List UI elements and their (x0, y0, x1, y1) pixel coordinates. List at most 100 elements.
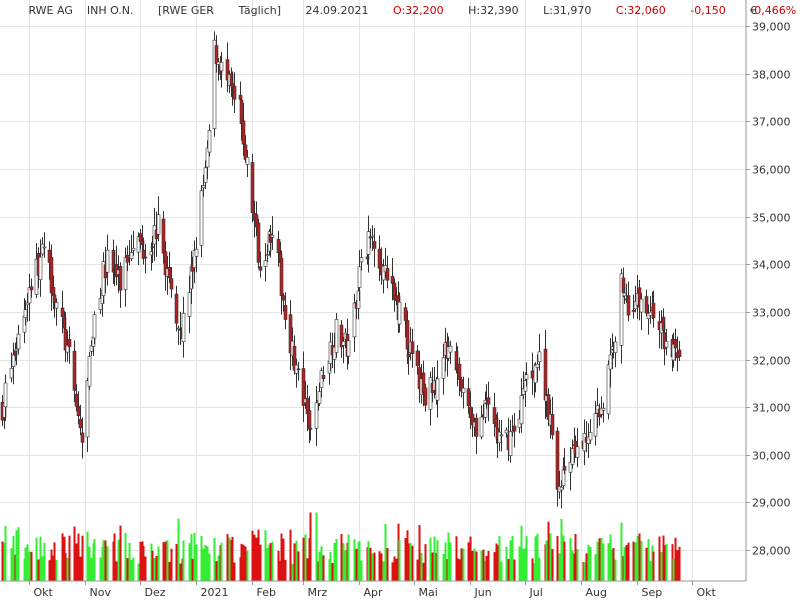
volume-bar (233, 562, 236, 581)
candle-body (644, 296, 649, 314)
candle-body (80, 432, 85, 443)
candle-body (512, 425, 517, 432)
volume-bar (480, 550, 483, 581)
volume-bar (391, 562, 394, 581)
volume-bar (297, 551, 300, 581)
volume-bar (43, 542, 46, 581)
candle-body (621, 277, 626, 293)
volume-bar (322, 555, 325, 581)
volume-bar (373, 552, 376, 581)
volume-bar (678, 546, 681, 581)
candle-body (421, 372, 426, 394)
candle-body (385, 268, 390, 281)
candle-body (341, 341, 346, 346)
candle-body (25, 302, 30, 306)
candle-body (406, 353, 411, 358)
candle-body (626, 295, 631, 316)
volume-bar (106, 546, 109, 581)
instrument-name: RWE AG INH O.N. (28, 4, 133, 17)
volume-bar (398, 540, 401, 581)
candle-body (622, 292, 627, 297)
volume-bar (638, 533, 641, 581)
volume-bar (598, 538, 601, 581)
volume-bar (485, 555, 488, 581)
y-tick-label: 38,000 (752, 69, 791, 82)
candle-body (150, 246, 155, 248)
volume-bar (128, 542, 131, 581)
quote-date: 24.09.2021 (306, 4, 369, 17)
volume-bar (179, 563, 182, 581)
volume-bar (335, 538, 338, 581)
candle-body (486, 397, 491, 405)
volume-bar (244, 546, 247, 581)
candle-body (308, 428, 313, 430)
volume-bar (73, 526, 76, 581)
y-tick-label: 37,000 (752, 116, 791, 129)
y-tick-label: 39,000 (752, 21, 791, 34)
volume-bar (607, 543, 610, 581)
volume-bar (594, 554, 597, 581)
volume-bar (647, 539, 650, 581)
volume-bar (596, 541, 599, 581)
candlestick-series (0, 31, 682, 509)
x-tick-label: Okt (34, 586, 54, 599)
candle-body (105, 249, 110, 273)
candle-body (370, 235, 375, 238)
candle-body (483, 399, 488, 418)
x-tick-label: Dez (145, 586, 166, 599)
volume-bar (612, 547, 615, 581)
x-tick-label: Nov (90, 586, 112, 599)
volume-bar (255, 537, 258, 581)
volume-bar (293, 543, 296, 581)
candle-body (167, 267, 172, 279)
volume-bar (482, 549, 485, 581)
volume-bar (304, 534, 307, 581)
candle-body (54, 302, 59, 309)
candle-body (435, 378, 440, 401)
candle-body (537, 351, 542, 363)
candle-body (608, 354, 613, 370)
volume-bar (498, 536, 501, 581)
y-tick-label: 30,000 (752, 450, 791, 463)
volume-bar (416, 559, 419, 581)
volume-bar (155, 555, 158, 581)
volume-bar (302, 537, 305, 581)
volume-bar (442, 554, 445, 581)
candle-body (76, 405, 81, 417)
volume-bar (520, 525, 523, 581)
volume-bar (609, 534, 612, 581)
volume-bar (658, 536, 661, 581)
candle-body (559, 486, 564, 491)
candle-body (42, 246, 47, 249)
volume-bar (86, 531, 89, 581)
volume-bar (340, 534, 343, 581)
volume-bar (384, 523, 387, 581)
candle-body (174, 293, 179, 324)
candle-body (339, 324, 344, 348)
volume-bar (253, 534, 256, 581)
volume-bar (424, 544, 427, 581)
volume-bar (347, 534, 350, 581)
volume-bar (213, 537, 216, 581)
volume-bar (139, 541, 142, 581)
volume-bar (456, 558, 459, 581)
volume-bar (620, 522, 623, 581)
candle-body (161, 218, 166, 254)
volume-bar (449, 542, 452, 581)
volume-bar (195, 544, 198, 581)
volume-bar (215, 561, 218, 581)
volume-bar (164, 541, 167, 581)
volume-bar (538, 557, 541, 581)
volume-bar (660, 552, 663, 581)
volume-bar (665, 543, 668, 581)
x-tick-label: Okt (697, 586, 717, 599)
volume-bar (66, 557, 69, 581)
candle-body (203, 167, 208, 183)
volume-bar (632, 541, 635, 581)
volume-bar (649, 561, 652, 581)
volume-bar (157, 546, 160, 581)
candle-body (346, 340, 351, 357)
volume-bar (37, 559, 40, 581)
candle-body (410, 341, 415, 354)
